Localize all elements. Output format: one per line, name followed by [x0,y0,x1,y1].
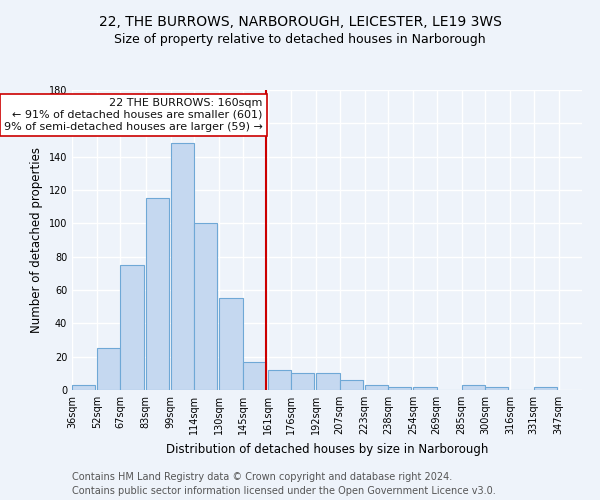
Bar [413,386,437,390]
Text: 22 THE BURROWS: 160sqm
← 91% of detached houses are smaller (601)
9% of semi-det: 22 THE BURROWS: 160sqm ← 91% of detached… [4,98,263,132]
Bar [340,380,363,390]
Text: Size of property relative to detached houses in Narborough: Size of property relative to detached ho… [114,32,486,46]
Bar [533,386,557,390]
Bar [268,370,291,390]
Y-axis label: Number of detached properties: Number of detached properties [30,147,43,333]
Bar [316,374,340,390]
Bar [219,298,242,390]
Bar [97,348,121,390]
Text: Contains HM Land Registry data © Crown copyright and database right 2024.: Contains HM Land Registry data © Crown c… [72,472,452,482]
Bar [365,385,388,390]
Bar [461,385,485,390]
Text: Contains public sector information licensed under the Open Government Licence v3: Contains public sector information licen… [72,486,496,496]
Bar [194,224,217,390]
Text: 22, THE BURROWS, NARBOROUGH, LEICESTER, LE19 3WS: 22, THE BURROWS, NARBOROUGH, LEICESTER, … [98,15,502,29]
X-axis label: Distribution of detached houses by size in Narborough: Distribution of detached houses by size … [166,442,488,456]
Bar [72,385,95,390]
Bar [146,198,169,390]
Bar [388,386,412,390]
Bar [170,144,194,390]
Bar [291,374,314,390]
Bar [485,386,508,390]
Bar [121,265,144,390]
Bar [242,362,266,390]
